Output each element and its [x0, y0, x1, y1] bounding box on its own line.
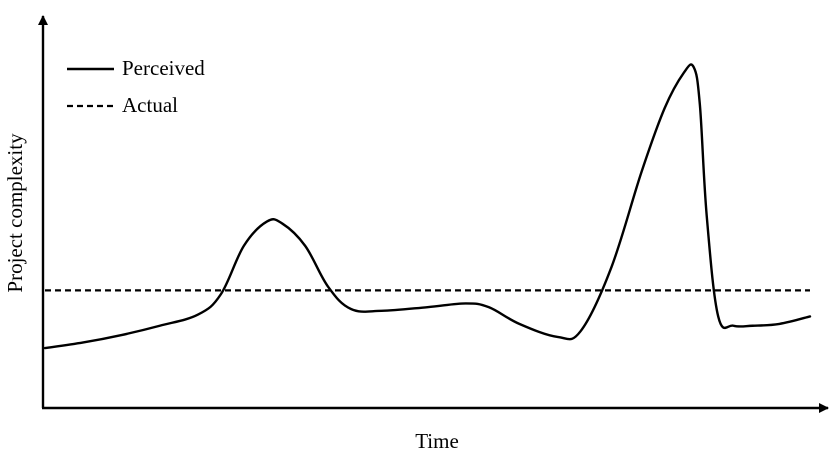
legend: Perceived Actual	[67, 56, 205, 117]
legend-item-perceived: Perceived	[67, 56, 205, 80]
axes	[38, 15, 829, 413]
legend-label-perceived: Perceived	[122, 56, 205, 80]
y-axis-label: Project complexity	[3, 133, 27, 293]
series-perceived-line	[43, 63, 812, 350]
plot-area	[43, 63, 812, 350]
legend-label-actual: Actual	[122, 93, 178, 117]
x-axis-label: Time	[415, 429, 459, 453]
legend-item-actual: Actual	[67, 93, 178, 117]
